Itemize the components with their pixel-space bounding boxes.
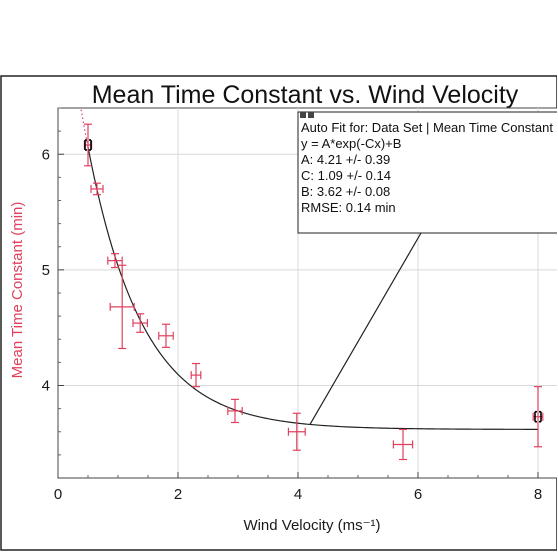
x-tick-label: 0 — [54, 486, 62, 503]
data-point[interactable] — [190, 362, 202, 388]
fit-box-line: RMSE: 0.14 min — [301, 200, 396, 215]
data-point[interactable] — [107, 253, 123, 269]
x-tick-label: 6 — [414, 486, 422, 503]
data-point[interactable] — [287, 412, 306, 451]
y-axis-tick-labels: 4 5 6 — [42, 146, 50, 394]
y-tick-label: 5 — [42, 262, 50, 279]
fit-box-line: A: 4.21 +/- 0.39 — [301, 152, 390, 167]
x-axis-tick-labels: 0 2 4 6 8 — [54, 486, 542, 503]
data-point[interactable] — [132, 313, 148, 333]
fit-box-background — [297, 111, 558, 234]
x-tick-label: 2 — [174, 486, 182, 503]
y-tick-label: 6 — [42, 146, 50, 163]
chart-title: Mean Time Constant vs. Wind Velocity — [92, 81, 519, 109]
fit-box-line: y = A*exp(-Cx)+B — [301, 136, 401, 151]
fit-box-leader-line — [309, 232, 422, 425]
fit-box-line: C: 1.09 +/- 0.14 — [301, 168, 391, 183]
data-point[interactable] — [158, 323, 174, 348]
fit-box-line: Auto Fit for: Data Set | Mean Time Const… — [301, 120, 553, 135]
data-points — [83, 123, 544, 461]
fit-box-menu-handle[interactable] — [300, 112, 306, 118]
fit-curve-layer — [80, 108, 539, 430]
data-point[interactable] — [109, 264, 135, 350]
data-point[interactable] — [392, 428, 414, 461]
axis-ticks — [57, 107, 539, 478]
y-tick-label: 4 — [42, 378, 50, 395]
y-axis-label: Mean Time Constant (min) — [9, 202, 26, 379]
x-axis-label: Wind Velocity (ms⁻¹) — [243, 517, 380, 534]
fit-box-line: B: 3.62 +/- 0.08 — [301, 184, 390, 199]
x-tick-label: 8 — [534, 486, 542, 503]
data-point[interactable] — [83, 123, 93, 167]
fit-box-close-handle[interactable] — [308, 112, 314, 118]
data-point[interactable] — [90, 182, 104, 196]
data-point[interactable] — [532, 386, 544, 448]
data-point[interactable] — [227, 398, 243, 424]
fit-box-lines: Auto Fit for: Data Set | Mean Time Const… — [301, 120, 553, 215]
fit-extrapolation — [80, 108, 89, 148]
fit-curve — [87, 147, 539, 430]
fit-parameter-box[interactable]: Auto Fit for: Data Set | Mean Time Const… — [297, 111, 558, 234]
x-tick-label: 4 — [294, 486, 302, 503]
